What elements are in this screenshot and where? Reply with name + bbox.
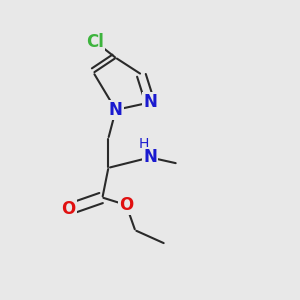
Text: N: N <box>109 101 123 119</box>
Text: H: H <box>139 137 149 151</box>
Text: O: O <box>61 200 75 218</box>
Text: Cl: Cl <box>86 32 104 50</box>
Text: N: N <box>143 148 157 166</box>
Text: O: O <box>119 196 133 214</box>
Text: N: N <box>143 93 157 111</box>
